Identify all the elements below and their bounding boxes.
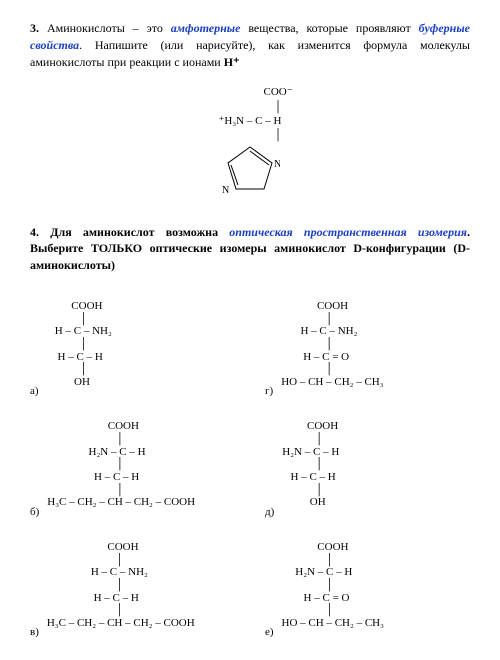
question-4: 4. Для аминокислот возможна оптическая п… (30, 224, 470, 274)
formula-line3: ⁺H₃N – C – H (207, 114, 292, 128)
option-v: в) COOH │ H – C – NH₂ │ H – C – H │ H₃C … (30, 530, 235, 640)
formula-line2: │ (207, 100, 292, 114)
question-3: 3. Аминокислоты – это амфотерные веществ… (30, 20, 470, 70)
option-e-formula: COOH │ H₂N – C – H │ H – C = O │ HO – CH… (282, 541, 384, 629)
option-b: б) COOH │ H₂N – C – H │ H – C – H │ H₃C … (30, 409, 235, 519)
q4-text-pre: Для аминокислот возможна (50, 225, 229, 239)
formula-line4: │ (207, 128, 292, 142)
svg-text:NH: NH (274, 159, 280, 170)
option-v-formula: COOH │ H – C – NH₂ │ H – C – H │ H₃C – C… (47, 541, 195, 629)
imidazole-ring: NH N (220, 145, 280, 195)
option-g: г) COOH │ H – C – NH₂ │ H – C = O │ HO –… (265, 289, 470, 399)
option-b-label: б) (30, 506, 39, 520)
q3-text-mid2: . Напишите (или нарисуйте), как изменитс… (30, 38, 470, 69)
formula-line1: COO⁻ (207, 85, 292, 99)
option-e: е) COOH │ H₂N – C – H │ H – C = O │ HO –… (265, 530, 470, 640)
q4-term1: оптическая пространственная изомерия (229, 225, 467, 239)
q4-num: 4. (30, 225, 39, 239)
svg-text:N: N (222, 185, 229, 195)
q3-text-mid1: вещества, которые проявляют (240, 21, 418, 35)
option-a: а) COOH │ H – C – NH₂ │ H – C – H │ OH (30, 289, 235, 399)
option-g-formula: COOH │ H – C – NH₂ │ H – C = O │ HO – CH… (281, 300, 383, 388)
option-b-formula: COOH │ H₂N – C – H │ H – C – H │ H₃C – C… (47, 420, 195, 508)
option-d-label: д) (265, 506, 274, 520)
option-d-formula: COOH │ H₂N – C – H │ H – C – H │ OH (282, 420, 339, 508)
histidine-formula: COO⁻ │ ⁺H₃N – C – H │ NH N (30, 85, 470, 198)
q3-ion: H⁺ (224, 55, 240, 69)
option-a-formula: COOH │ H – C – NH₂ │ H – C – H │ OH (47, 300, 112, 388)
q3-num: 3. (30, 21, 39, 35)
option-g-label: г) (265, 385, 273, 399)
options-grid: а) COOH │ H – C – NH₂ │ H – C – H │ OH г… (30, 289, 470, 640)
option-e-label: е) (265, 626, 274, 640)
q3-text-pre: Аминокислоты – это (47, 21, 171, 35)
option-a-label: а) (30, 385, 39, 399)
q3-term1: амфотерные (171, 21, 241, 35)
option-d: д) COOH │ H₂N – C – H │ H – C – H │ OH (265, 409, 470, 519)
option-v-label: в) (30, 626, 39, 640)
